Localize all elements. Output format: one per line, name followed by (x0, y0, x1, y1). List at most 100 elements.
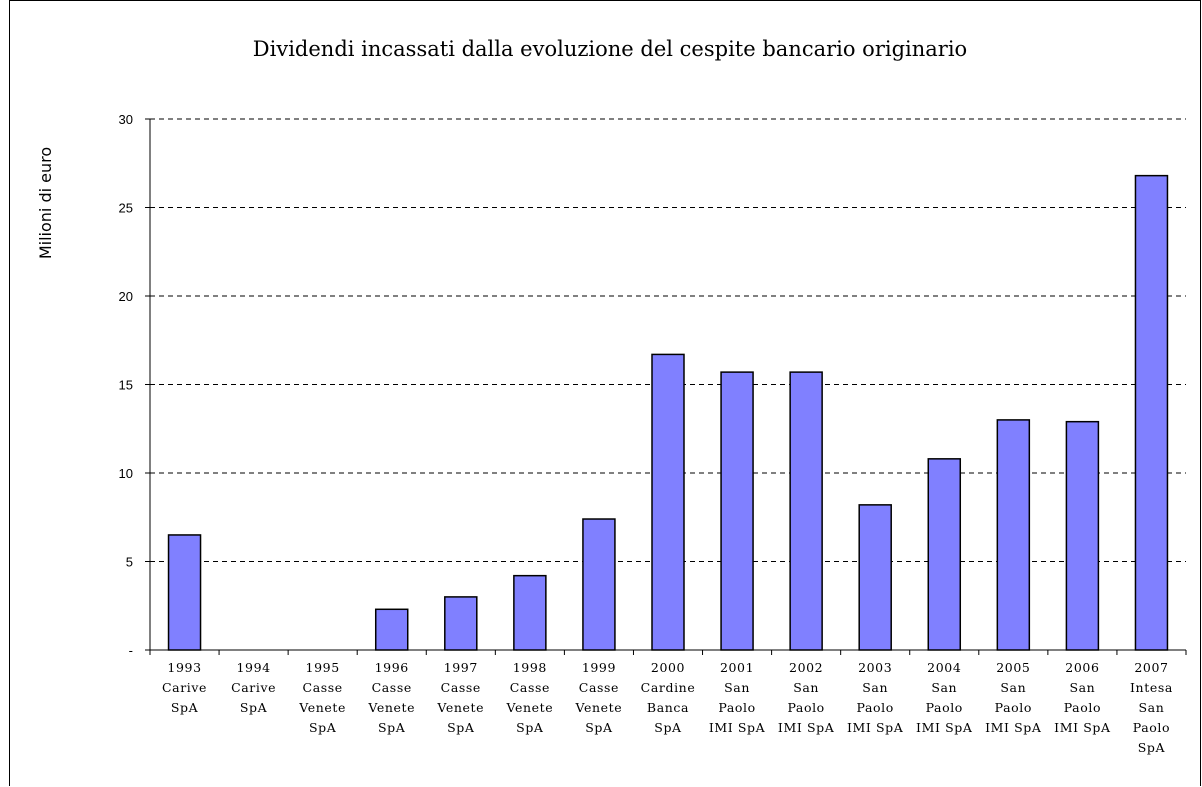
x-tick-label: 2000 Cardine Banca SpA (641, 660, 696, 735)
x-tick-label-line: San (862, 680, 888, 695)
bar (927, 458, 962, 651)
x-tick-label-line: Paolo (926, 700, 963, 715)
x-tick-label: 2001 San Paolo IMI SpA (709, 660, 766, 735)
x-tick-label: 2004 San Paolo IMI SpA (916, 660, 973, 735)
x-tick-label-line: 2001 (720, 660, 754, 675)
x-tick-label-line: Intesa (1130, 680, 1173, 695)
x-tick-label-line: Carive (231, 680, 276, 695)
x-tick-label-line: IMI SpA (916, 720, 973, 735)
x-tick-label-line: SpA (378, 720, 406, 735)
x-tick-label-line: 2004 (927, 660, 961, 675)
x-tick-label: 1994 Carive SpA (231, 660, 276, 715)
x-tick-label: 2007 Intesa San Paolo SpA (1130, 660, 1173, 755)
x-tick-label-line: SpA (447, 720, 475, 735)
x-tick-label-line: San (724, 680, 750, 695)
x-tick-label-line: 2006 (1065, 660, 1099, 675)
x-tick-label-line: IMI SpA (1054, 720, 1111, 735)
x-tick-label-line: IMI SpA (847, 720, 904, 735)
bars (167, 174, 1169, 651)
bar (582, 518, 616, 651)
x-tick-label-line: Casse (510, 680, 550, 695)
x-tick-label-line: 1995 (306, 660, 340, 675)
x-tick-label-line: Carive (162, 680, 207, 695)
x-tick-label-line: Cardine (641, 680, 696, 695)
x-tick-label: 1998 Casse Venete SpA (505, 660, 553, 735)
x-tick-label-line: 2003 (858, 660, 892, 675)
y-tick-label: 20 (119, 289, 133, 304)
x-tick-label-line: Venete (367, 700, 415, 715)
x-tick-label-line: Paolo (857, 700, 894, 715)
x-tick-label-line: 1993 (167, 660, 201, 675)
x-tick-label-line: SpA (516, 720, 544, 735)
x-tick-label-line: 2002 (789, 660, 823, 675)
x-ticks: 1993 Carive SpA 1994 Carive SpA 1995 Casse Venet… (149, 650, 1187, 755)
x-tick-label-line: 1998 (513, 660, 547, 675)
x-tick-label-line: San (793, 680, 819, 695)
x-tick-label: 1999 Casse Venete SpA (575, 660, 623, 735)
chart-title: Dividendi incassati dalla evoluzione del… (253, 37, 967, 61)
x-tick-label-line: Paolo (1133, 720, 1170, 735)
x-tick-label-line: 1997 (444, 660, 478, 675)
x-tick-label-line: IMI SpA (709, 720, 766, 735)
y-tick-label: 25 (119, 201, 133, 216)
y-ticks: - 5 10 15 20 25 30 (119, 112, 150, 658)
x-tick-label-line: San (1069, 680, 1095, 695)
x-tick-label-line: San (931, 680, 957, 695)
x-tick-label-line: San (1000, 680, 1026, 695)
bar (858, 504, 892, 651)
x-tick-label-line: SpA (309, 720, 337, 735)
y-tick-label: 30 (119, 112, 133, 127)
bar (720, 371, 754, 651)
x-tick-label-line: 2005 (996, 660, 1030, 675)
x-tick-label-line: SpA (1138, 740, 1166, 755)
x-tick-label-line: 1994 (236, 660, 270, 675)
x-tick-label-line: 2007 (1134, 660, 1168, 675)
x-tick-label-line: Casse (441, 680, 481, 695)
bar (996, 419, 1031, 651)
x-tick-label: 2003 San Paolo IMI SpA (847, 660, 904, 735)
x-tick-label-line: San (1139, 700, 1165, 715)
x-tick-label: 1996 Casse Venete SpA (367, 660, 415, 735)
x-tick-label-line: Banca (647, 700, 689, 715)
bar (789, 371, 823, 651)
x-tick-label-line: Casse (579, 680, 619, 695)
x-tick-label-line: Venete (436, 700, 484, 715)
y-tick-label: 5 (126, 555, 133, 570)
x-tick-label: 2005 San Paolo IMI SpA (985, 660, 1042, 735)
x-tick-label-line: IMI SpA (778, 720, 835, 735)
x-tick-label-line: SpA (171, 700, 199, 715)
x-tick-label: 1997 Casse Venete SpA (436, 660, 484, 735)
bar (167, 534, 202, 651)
bar (651, 353, 685, 651)
bar (1065, 420, 1100, 651)
x-tick-label-line: 2000 (651, 660, 685, 675)
x-tick-label-line: Casse (303, 680, 343, 695)
x-tick-label-line: Paolo (995, 700, 1032, 715)
x-tick-label-line: SpA (240, 700, 268, 715)
bar (513, 574, 547, 651)
bar (374, 608, 409, 651)
x-tick-label-line: Venete (575, 700, 623, 715)
y-tick-label: 15 (119, 378, 133, 393)
bar (1134, 174, 1169, 651)
x-tick-label-line: IMI SpA (985, 720, 1042, 735)
x-tick-label-line: Paolo (718, 700, 755, 715)
y-tick-label: - (129, 643, 133, 658)
x-tick-label-line: Casse (372, 680, 412, 695)
x-tick-label: 2002 San Paolo IMI SpA (778, 660, 835, 735)
x-tick-label-line: SpA (585, 720, 613, 735)
chart-frame (9, 0, 1201, 786)
x-tick-label-line: Paolo (1064, 700, 1101, 715)
x-tick-label-line: 1999 (582, 660, 616, 675)
x-tick-label-line: Venete (505, 700, 553, 715)
x-tick-label-line: Venete (298, 700, 346, 715)
x-tick-label-line: 1996 (375, 660, 409, 675)
y-tick-label: 10 (119, 466, 133, 481)
x-tick-label-line: SpA (654, 720, 682, 735)
bar (444, 596, 478, 651)
x-tick-label: 1993 Carive SpA (162, 660, 207, 715)
x-tick-label: 2006 San Paolo IMI SpA (1054, 660, 1111, 735)
x-tick-label-line: Paolo (787, 700, 824, 715)
x-tick-label: 1995 Casse Venete SpA (298, 660, 346, 735)
